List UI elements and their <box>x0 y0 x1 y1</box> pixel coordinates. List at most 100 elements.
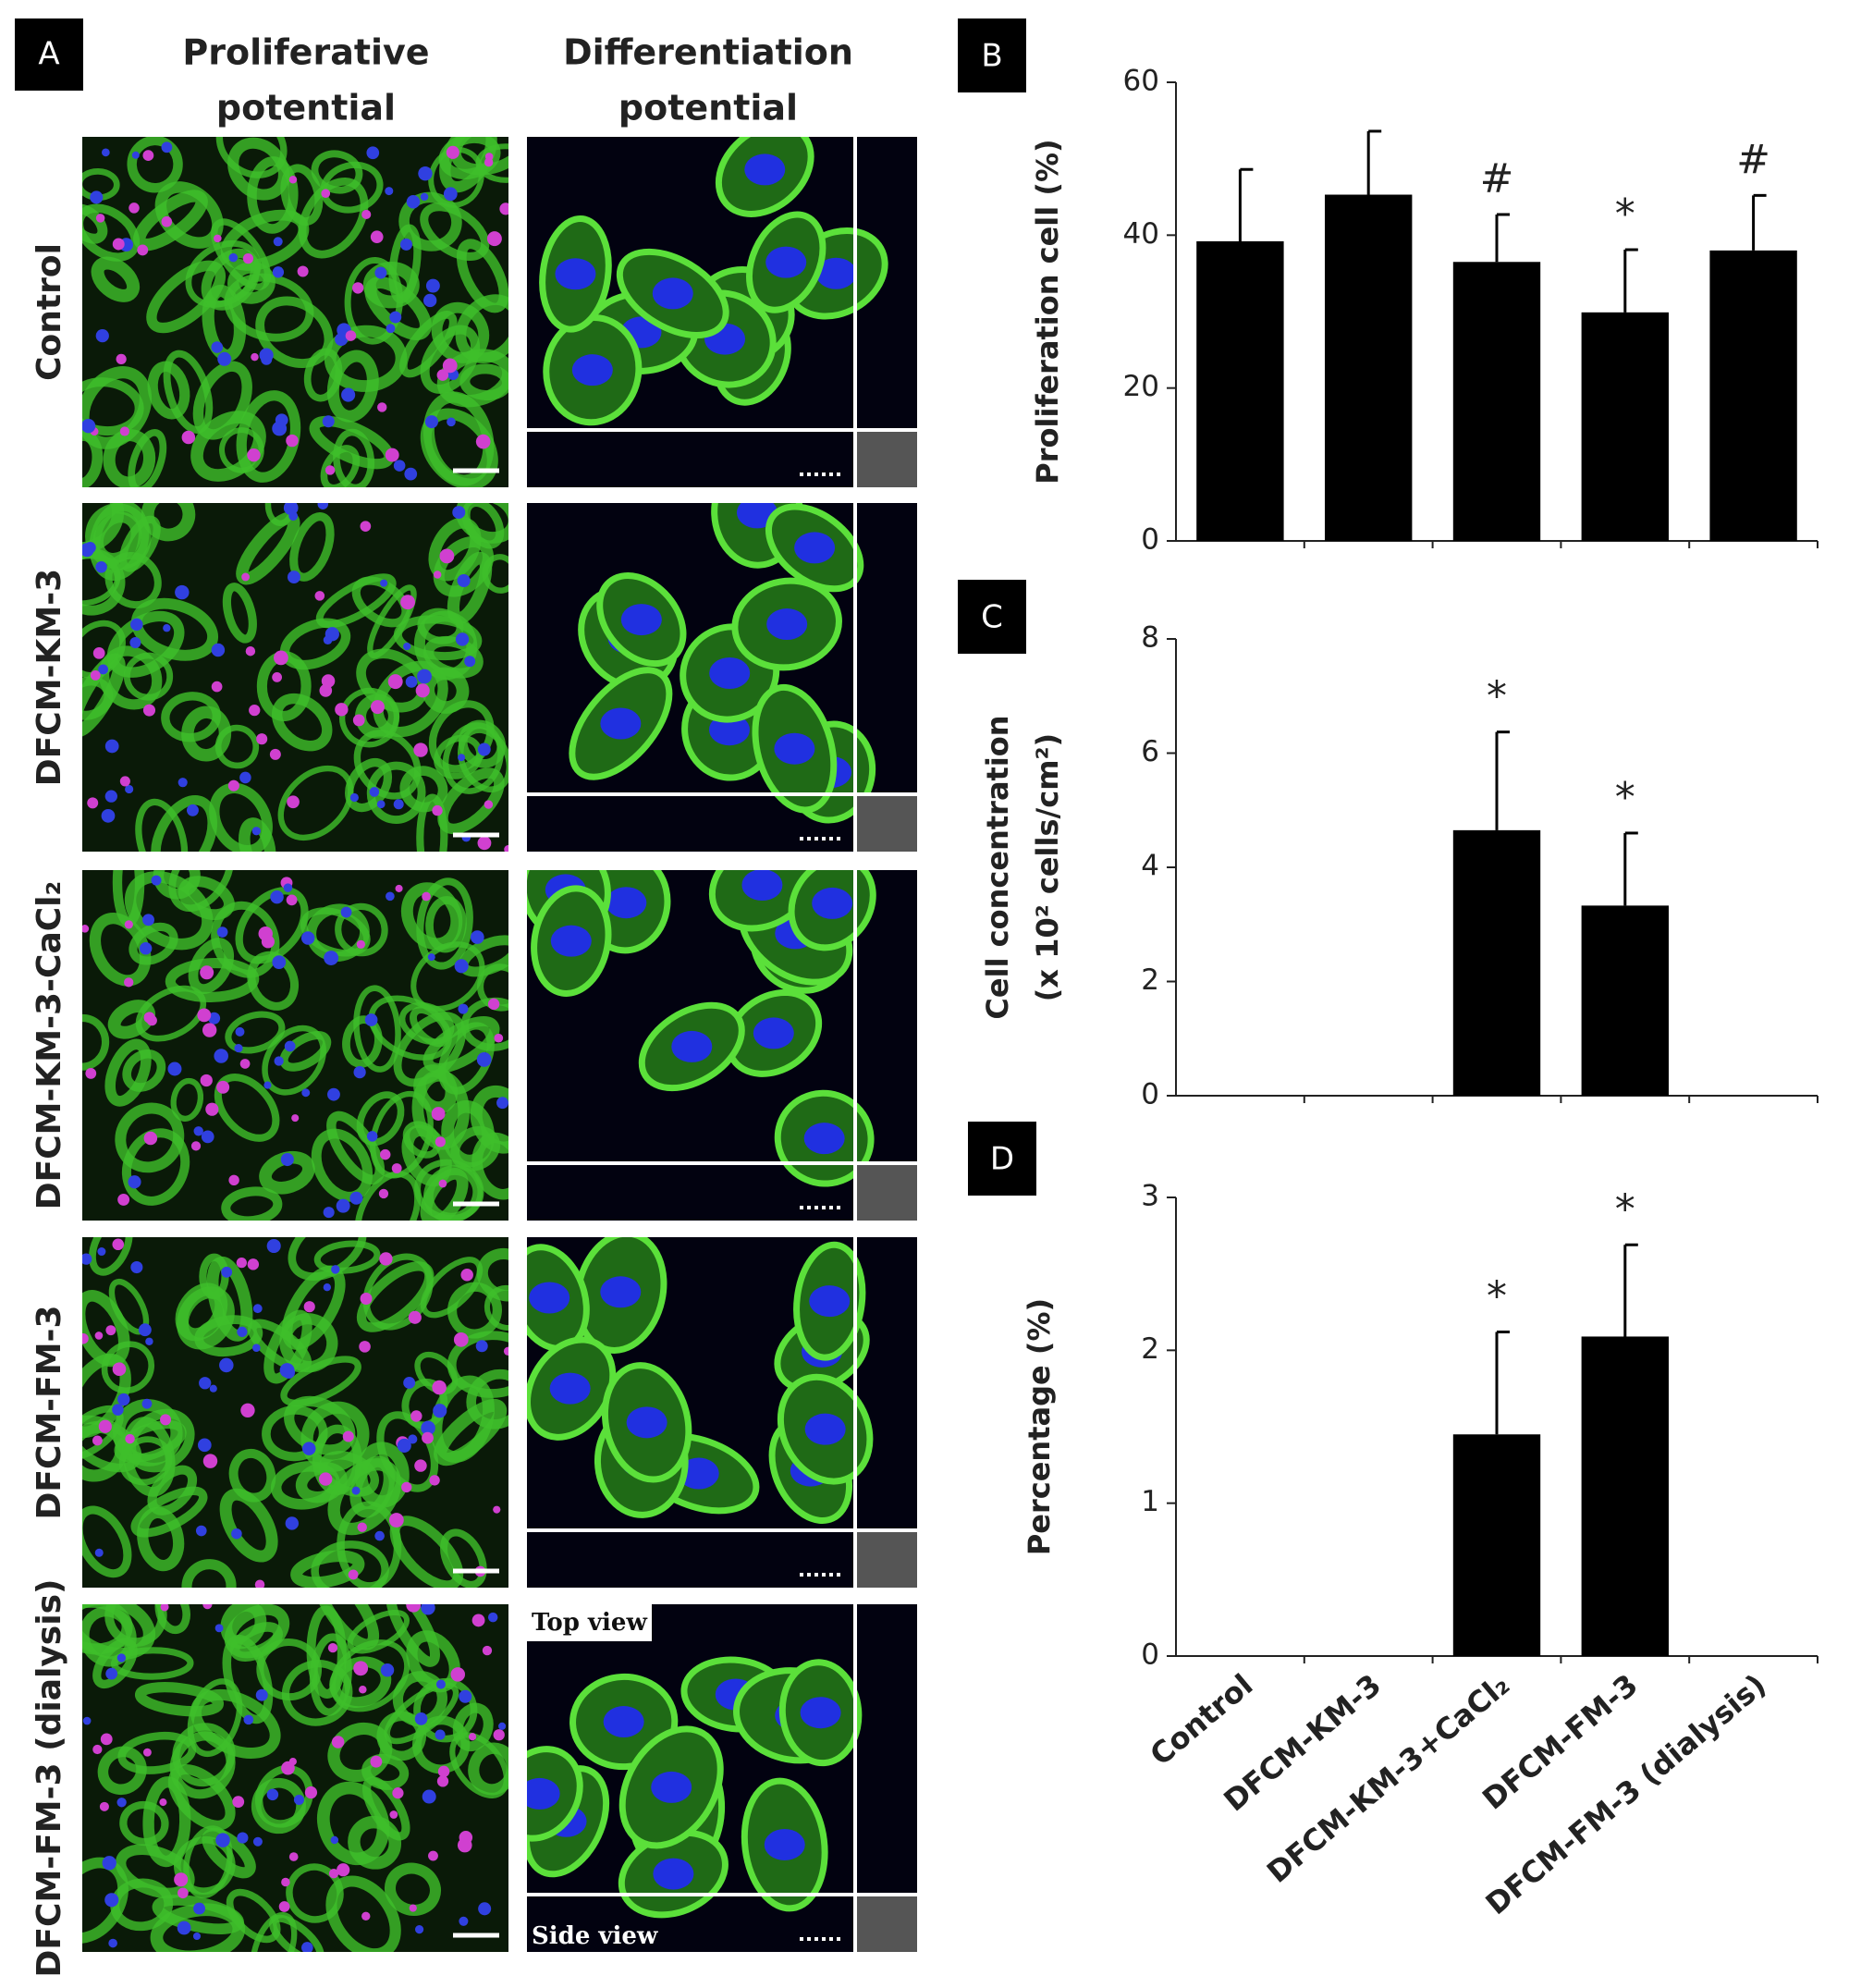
nucleus <box>457 1837 472 1853</box>
nucleus <box>142 914 154 927</box>
cell <box>181 1559 237 1588</box>
nucleus <box>301 1088 311 1098</box>
panel-label: A <box>38 36 59 73</box>
nucleus <box>327 1642 338 1653</box>
nucleus <box>181 430 196 445</box>
nucleus <box>606 887 647 919</box>
nucleus <box>487 1612 498 1623</box>
nucleus <box>105 1667 118 1680</box>
cell <box>97 1746 147 1796</box>
nucleus <box>272 421 288 436</box>
view-label: Side view <box>532 1922 658 1950</box>
nucleus <box>288 175 298 184</box>
nucleus <box>319 684 333 697</box>
nucleus <box>361 1911 371 1921</box>
nucleus <box>272 955 287 969</box>
nucleus <box>408 1434 418 1444</box>
nucleus <box>388 1513 404 1528</box>
nucleus <box>274 650 288 666</box>
nucleus <box>145 1337 153 1346</box>
cell <box>470 1085 508 1154</box>
nucleus <box>653 1858 694 1890</box>
nucleus <box>487 998 500 1011</box>
nucleus <box>235 1026 245 1037</box>
nucleus <box>231 1528 242 1540</box>
nucleus <box>202 1023 217 1037</box>
nucleus <box>620 604 662 636</box>
nucleus <box>82 419 96 434</box>
nucleus <box>364 1013 378 1026</box>
nucleus <box>211 643 226 657</box>
cell <box>333 428 375 487</box>
nucleus <box>494 1033 504 1043</box>
nucleus <box>433 1404 447 1418</box>
cell <box>476 1247 508 1302</box>
nucleus <box>284 1040 296 1052</box>
nucleus <box>457 573 471 588</box>
nucleus <box>389 1810 398 1819</box>
nucleus <box>112 238 125 251</box>
nucleus <box>403 1377 416 1389</box>
nucleus <box>251 352 259 362</box>
cell <box>459 363 508 401</box>
bar <box>1452 262 1541 541</box>
nucleus <box>236 1257 247 1269</box>
micrograph-cells <box>82 1237 508 1588</box>
y-tick-label: 40 <box>1123 217 1159 251</box>
nucleus <box>175 584 190 600</box>
micrograph-cells <box>539 137 888 426</box>
nucleus <box>415 1925 424 1934</box>
nucleus <box>493 1729 505 1741</box>
nucleus <box>391 1163 402 1173</box>
view-label: Top view <box>532 1609 647 1637</box>
bar <box>1325 194 1413 541</box>
nucleus <box>228 252 239 263</box>
nucleus <box>459 1689 472 1703</box>
nucleus <box>626 1406 667 1439</box>
nucleus <box>484 800 494 809</box>
nucleus <box>571 354 613 387</box>
nucleus <box>273 237 283 247</box>
cell <box>82 203 141 262</box>
nucleus <box>214 1624 224 1633</box>
nucleus <box>178 1887 189 1899</box>
cell <box>227 137 290 201</box>
nucleus <box>234 1044 243 1053</box>
nucleus <box>174 1872 189 1887</box>
nucleus <box>475 1340 488 1353</box>
nucleus <box>202 1604 213 1610</box>
nucleus <box>380 579 388 587</box>
significance-marker: * <box>1615 774 1635 821</box>
nucleus <box>360 521 372 533</box>
nucleus <box>342 1430 354 1442</box>
cell <box>356 1261 435 1332</box>
nucleus <box>436 1775 449 1787</box>
nucleus <box>464 656 476 668</box>
cell <box>271 693 333 752</box>
y-tick-label: 2 <box>1141 1332 1159 1366</box>
nucleus <box>90 190 104 204</box>
nucleus <box>85 1068 97 1079</box>
nucleus <box>765 246 807 278</box>
y-axis-label: Cell concentration <box>980 715 1015 1019</box>
nucleus <box>377 402 387 412</box>
nucleus <box>141 1398 153 1409</box>
nucleus <box>116 1653 127 1663</box>
cell <box>428 147 484 208</box>
cell <box>313 1240 381 1274</box>
nucleus <box>432 804 443 816</box>
nucleus <box>285 1516 299 1530</box>
nucleus <box>287 571 300 584</box>
cell <box>224 273 314 342</box>
cell <box>135 798 189 852</box>
y-tick-label: 60 <box>1123 65 1159 98</box>
cell <box>168 870 234 913</box>
cell <box>388 224 422 304</box>
nucleus <box>200 1074 213 1087</box>
cell <box>455 503 508 544</box>
panel-label-box <box>958 18 1026 92</box>
nucleus <box>446 145 459 159</box>
nucleus <box>240 1403 255 1417</box>
nucleus <box>237 1832 249 1844</box>
nucleus <box>455 632 470 646</box>
